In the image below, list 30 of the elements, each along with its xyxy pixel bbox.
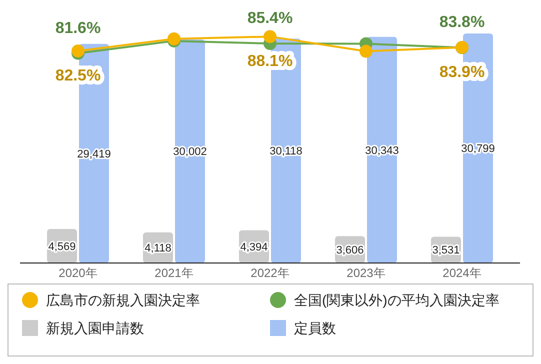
legend-label: 定員数 xyxy=(294,320,336,336)
data-label: 3,606 xyxy=(336,244,364,256)
data-label: 85.4% xyxy=(247,10,293,28)
data-label: 3,531 xyxy=(432,244,460,257)
x-tick-label: 2022年 xyxy=(250,266,290,280)
data-label: 30,799 xyxy=(461,143,495,156)
data-label: 4,569 xyxy=(48,240,76,253)
data-label: 29,419 xyxy=(77,148,111,160)
data-label: 81.6% xyxy=(55,20,101,37)
data-label: 88.1% xyxy=(247,53,293,70)
data-label: 30,118 xyxy=(270,146,302,158)
bar xyxy=(367,36,397,263)
point xyxy=(264,30,276,44)
legend-label: 全国(関東以外)の平均入園決定率 xyxy=(294,292,500,308)
data-label: 30,002 xyxy=(173,146,207,158)
x-tick-label: 2021年 xyxy=(154,266,194,280)
data-label: 82.5% xyxy=(55,68,101,85)
data-label: 4,118 xyxy=(144,242,172,255)
x-tick-label: 2023年 xyxy=(346,266,386,280)
data-label: 83.9% xyxy=(439,64,485,81)
point xyxy=(72,44,84,58)
data-label: 30,343 xyxy=(365,144,399,157)
bar xyxy=(175,39,205,263)
x-tick-label: 2024年 xyxy=(442,266,482,280)
legend-label: 新規入園申請数 xyxy=(46,320,144,336)
data-label: 4,394 xyxy=(240,241,268,254)
legend-label: 広島市の新規入園決定率 xyxy=(46,292,200,308)
data-label: 83.8% xyxy=(439,14,485,32)
x-tick-label: 2020年 xyxy=(58,266,98,280)
point xyxy=(360,44,372,58)
